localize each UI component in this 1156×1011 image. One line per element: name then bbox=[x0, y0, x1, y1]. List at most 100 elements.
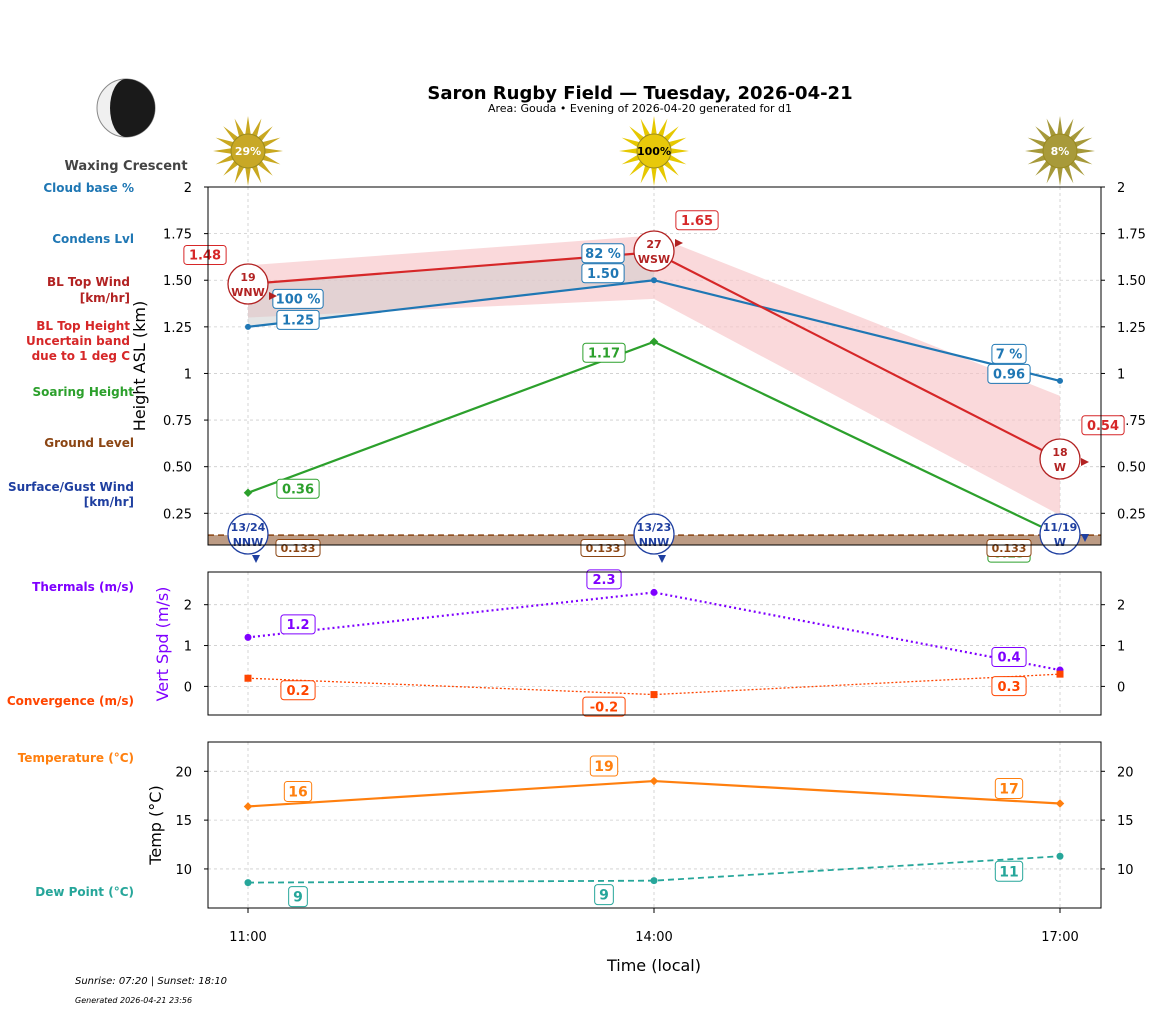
temperature-point bbox=[243, 802, 253, 811]
y-tick-label-right: 0 bbox=[1117, 680, 1125, 695]
y-tick-label-left: 15 bbox=[175, 814, 192, 829]
moon-waxing-crescent-icon bbox=[96, 78, 156, 138]
label-soaring: Soaring Height bbox=[33, 385, 135, 399]
y-tick-label-left: 2 bbox=[184, 181, 192, 196]
svg-text:W: W bbox=[1054, 461, 1066, 474]
bl-uncertainty-band bbox=[248, 235, 1060, 516]
y-axis-label-vert-speed: Vert Spd (m/s) bbox=[153, 587, 172, 702]
dewpoint-value-label: 11 bbox=[994, 860, 1024, 882]
svg-text:0.133: 0.133 bbox=[281, 542, 316, 555]
svg-text:1.48: 1.48 bbox=[189, 249, 221, 264]
chart-title: Saron Rugby Field — Tuesday, 2026-04-21 bbox=[427, 83, 852, 104]
label-convergence: Convergence (m/s) bbox=[7, 694, 134, 708]
label-dewpoint: Dew Point (°C) bbox=[35, 885, 134, 899]
svg-text:17: 17 bbox=[999, 782, 1018, 798]
temperature-value-label: 16 bbox=[283, 780, 313, 802]
svg-text:13/24: 13/24 bbox=[231, 521, 266, 534]
moon-phase-label: Waxing Crescent bbox=[64, 159, 187, 174]
y-tick-label-right: 20 bbox=[1117, 765, 1134, 780]
condens-value-label: 1.50 bbox=[581, 263, 625, 284]
svg-text:27: 27 bbox=[646, 238, 661, 251]
svg-text:2.3: 2.3 bbox=[592, 573, 615, 588]
convergence-point bbox=[650, 691, 658, 699]
svg-text:16: 16 bbox=[288, 784, 307, 800]
svg-text:0.2: 0.2 bbox=[286, 684, 309, 699]
sun-icon: 29% bbox=[213, 116, 283, 186]
svg-text:9: 9 bbox=[293, 890, 303, 906]
y-axis-label-temp: Temp (°C) bbox=[146, 785, 165, 865]
sun-times: Sunrise: 07:20 | Sunset: 18:10 bbox=[75, 976, 227, 987]
dewpoint-point bbox=[650, 877, 658, 885]
svg-text:0.133: 0.133 bbox=[586, 542, 621, 555]
dewpoint-point bbox=[1056, 852, 1064, 860]
svg-text:WNW: WNW bbox=[231, 286, 264, 299]
svg-text:WSW: WSW bbox=[638, 253, 670, 266]
bl-top-value-label: 0.54 bbox=[1081, 415, 1125, 436]
panel-frame bbox=[207, 186, 1102, 546]
bl-wind-arrow bbox=[1081, 458, 1089, 466]
y-tick-label-right: 0.25 bbox=[1117, 507, 1146, 522]
convergence-value-label: 0.3 bbox=[991, 676, 1027, 697]
surface-wind-barb: 13/24 NNW bbox=[227, 513, 269, 555]
condens-point bbox=[1057, 377, 1063, 384]
svg-text:0.133: 0.133 bbox=[992, 542, 1027, 555]
soaring-point bbox=[649, 337, 659, 347]
svg-text:1.65: 1.65 bbox=[681, 214, 713, 229]
y-tick-label-left: 0.75 bbox=[163, 414, 192, 429]
temperature-point bbox=[1055, 799, 1065, 808]
chart-subtitle: Area: Gouda • Evening of 2026-04-20 gene… bbox=[488, 102, 792, 115]
bl-wind-arrow bbox=[269, 292, 277, 300]
bl-wind-barb: 19 WNW bbox=[227, 263, 269, 305]
sun-percent-label: 8% bbox=[1051, 145, 1070, 158]
svg-text:NNW: NNW bbox=[639, 536, 670, 549]
dewpoint-value-label: 9 bbox=[288, 886, 308, 908]
surface-wind-arrow bbox=[658, 555, 666, 563]
cloud-layer-fill bbox=[248, 252, 654, 327]
svg-text:19: 19 bbox=[240, 271, 255, 284]
svg-text:13/23: 13/23 bbox=[637, 521, 672, 534]
y-tick-label-right: 2 bbox=[1117, 181, 1125, 196]
temperature-value-label: 19 bbox=[589, 755, 619, 777]
y-tick-label-right: 1 bbox=[1117, 640, 1125, 655]
y-tick-label-left: 0.25 bbox=[163, 507, 192, 522]
svg-text:0.36: 0.36 bbox=[282, 482, 314, 497]
sun-icon: 8% bbox=[1025, 116, 1095, 186]
y-tick-label-left: 1 bbox=[184, 640, 192, 655]
svg-text:82 %: 82 % bbox=[585, 247, 621, 262]
y-tick-label-left: 10 bbox=[175, 863, 192, 878]
vertical-speed-panel: 0 0 1 1 2 2 1.2 2.3 0.4 0.2 -0.2 0.3 bbox=[184, 569, 1125, 717]
x-axis-ticks: 11:00 14:00 17:00 bbox=[229, 908, 1079, 945]
y-tick-label-left: 1.25 bbox=[163, 321, 192, 336]
label-ground: Ground Level bbox=[44, 436, 134, 450]
svg-text:1.2: 1.2 bbox=[286, 618, 309, 633]
cloud-base-label: 7 % bbox=[991, 343, 1027, 364]
y-tick-label-left: 1.50 bbox=[163, 274, 192, 289]
cloud-base-label: 100 % bbox=[272, 288, 324, 309]
condens-value-label: 0.96 bbox=[987, 363, 1031, 384]
thermals-value-label: 2.3 bbox=[586, 569, 622, 590]
y-tick-label-right: 10 bbox=[1117, 863, 1134, 878]
dewpoint-line bbox=[247, 855, 1061, 884]
convergence-point bbox=[244, 674, 252, 682]
panel-frame bbox=[207, 571, 1102, 716]
temperature-value-label: 17 bbox=[994, 778, 1024, 800]
dewpoint-value-label: 9 bbox=[594, 884, 614, 906]
convergence-value-label: -0.2 bbox=[582, 696, 626, 717]
x-tick-label: 11:00 bbox=[229, 930, 266, 945]
label-bl-height-2: Uncertain band bbox=[26, 334, 130, 348]
label-bl-wind-2: [km/hr] bbox=[80, 291, 130, 305]
bl-wind-arrow bbox=[675, 239, 683, 247]
y-tick-label-left: 1.75 bbox=[163, 228, 192, 243]
ground-value-label: 0.133 bbox=[275, 539, 321, 557]
label-cloud-base: Cloud base % bbox=[43, 181, 134, 195]
label-bl-height-1: BL Top Height bbox=[36, 319, 130, 333]
generated-timestamp: Generated 2026-04-21 23:56 bbox=[75, 996, 192, 1005]
label-thermals: Thermals (m/s) bbox=[32, 580, 134, 594]
y-tick-label-right: 0.50 bbox=[1117, 461, 1146, 476]
svg-text:1.17: 1.17 bbox=[588, 346, 620, 361]
y-tick-label-right: 15 bbox=[1117, 814, 1134, 829]
label-condens: Condens Lvl bbox=[52, 232, 134, 246]
bl-top-value-label: 1.65 bbox=[675, 210, 719, 231]
svg-text:0.3: 0.3 bbox=[997, 680, 1020, 695]
